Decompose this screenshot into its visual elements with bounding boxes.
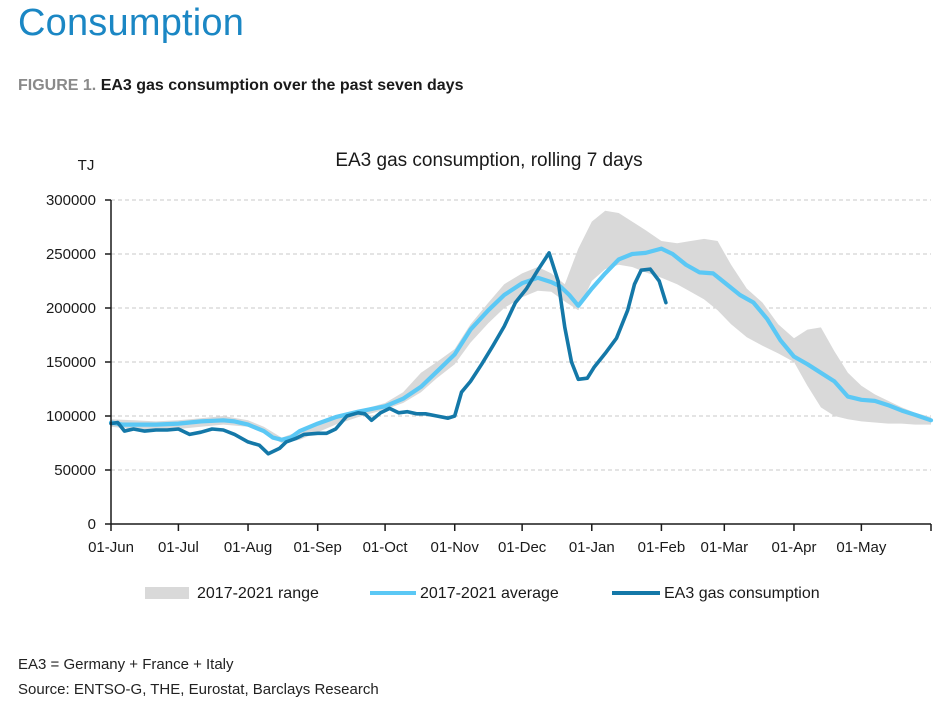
y-tick-label: 0 xyxy=(88,516,96,533)
x-tick-label: 01-Oct xyxy=(363,539,409,556)
y-tick-label: 50000 xyxy=(54,462,96,479)
legend-swatch-range xyxy=(145,587,189,599)
x-tick-label: 01-May xyxy=(836,539,887,556)
legend-label-range: 2017-2021 range xyxy=(197,585,319,602)
chart-title: EA3 gas consumption, rolling 7 days xyxy=(335,150,642,171)
y-tick-label: 300000 xyxy=(46,192,96,209)
x-tick-label: 01-Jun xyxy=(88,539,134,556)
figure-label: FIGURE 1. xyxy=(18,77,97,94)
x-tick-label: 01-Nov xyxy=(431,539,480,556)
x-tick-label: 01-Apr xyxy=(771,539,816,556)
y-tick-labels: 0 50000 100000 150000 200000 250000 300000 xyxy=(46,192,111,533)
x-tick-label: 01-Mar xyxy=(701,539,749,556)
gridlines xyxy=(111,199,931,471)
y-axis-unit-label: TJ xyxy=(78,157,95,174)
x-tick-labels: 01-Jun 01-Jul 01-Aug 01-Sep 01-Oct 01-Nov 01-D… xyxy=(88,524,932,556)
range-band xyxy=(111,210,931,443)
x-tick-label: 01-Aug xyxy=(224,539,272,556)
chart-container: EA3 gas consumption, rolling 7 days TJ 0… xyxy=(0,135,947,615)
footnote-source: Source: ENTSO-G, THE, Eurostat, Barclays… xyxy=(18,681,379,698)
footnote-definition: EA3 = Germany + France + Italy xyxy=(18,656,234,673)
series-line-ea3 xyxy=(109,251,668,456)
x-tick-label: 01-Sep xyxy=(293,539,341,556)
legend-label-ea3: EA3 gas consumption xyxy=(664,585,820,602)
series-range-band xyxy=(111,210,931,443)
figure-caption: FIGURE 1. EA3 gas consumption over the p… xyxy=(18,77,463,95)
figure-caption-text: EA3 gas consumption over the past seven … xyxy=(100,77,464,94)
gas-consumption-chart: EA3 gas consumption, rolling 7 days TJ 0… xyxy=(46,150,934,602)
x-tick-label: 01-Jan xyxy=(569,539,615,556)
legend: 2017-2021 range 2017-2021 average EA3 ga… xyxy=(145,585,820,602)
x-tick-label: 01-Feb xyxy=(638,539,686,556)
section-title: Consumption xyxy=(18,2,245,44)
x-tick-label: 01-Dec xyxy=(498,539,547,556)
y-tick-label: 100000 xyxy=(46,408,96,425)
legend-label-average: 2017-2021 average xyxy=(420,585,559,602)
y-tick-label: 250000 xyxy=(46,246,96,263)
y-tick-label: 150000 xyxy=(46,354,96,371)
y-tick-label: 200000 xyxy=(46,300,96,317)
series-lines xyxy=(108,246,934,456)
x-tick-label: 01-Jul xyxy=(158,539,199,556)
